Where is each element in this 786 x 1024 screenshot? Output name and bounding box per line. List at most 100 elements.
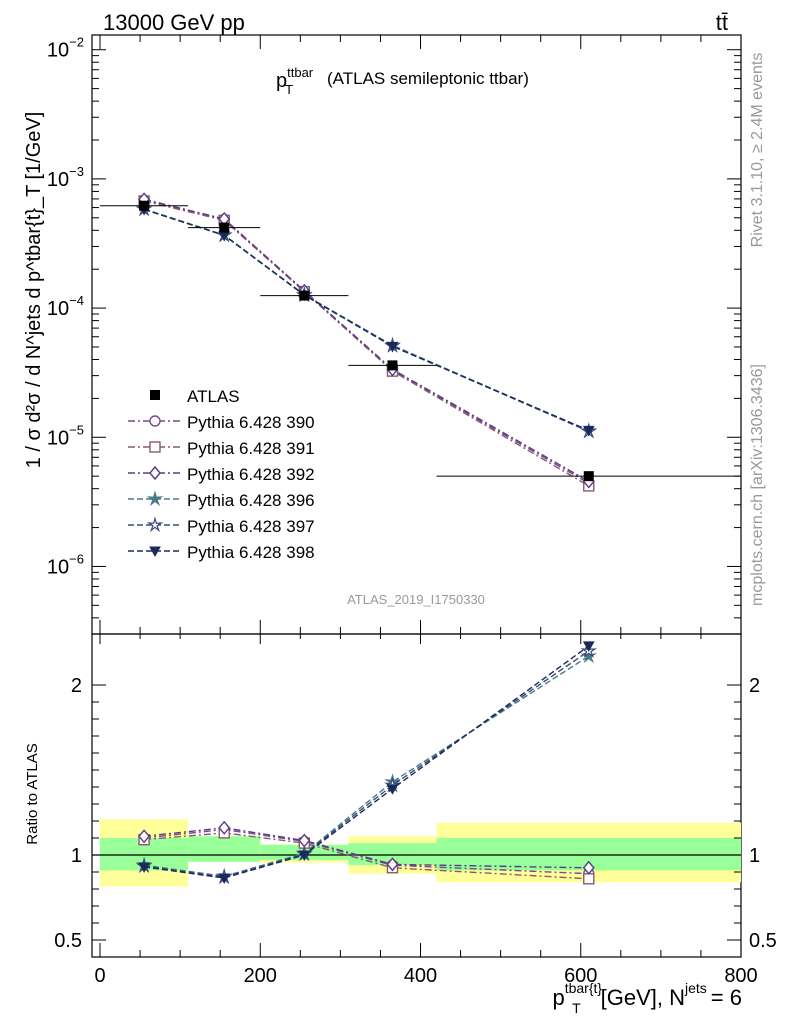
main-series-point xyxy=(582,425,595,437)
legend-marker-shape xyxy=(149,441,161,453)
legend-marker-shape xyxy=(146,490,164,507)
ratio-series-point xyxy=(386,784,399,795)
ratio-panel: 0 200 400 600 800 0.5 0.5 1 1 2 2 xyxy=(54,633,777,987)
ratio-series-point xyxy=(582,641,595,652)
main-ytick-exp: −5 xyxy=(69,422,84,437)
ratio-xlabel: ptbar{t} T [GeV], Njets = 6 xyxy=(552,980,742,1016)
analysis-id-label: ATLAS_2019_I1750330 xyxy=(347,592,485,607)
ratio-series-point-shape xyxy=(218,873,231,884)
main-ytick-base: 10 xyxy=(47,40,69,62)
main-ytick-label: 10−2 xyxy=(47,35,84,62)
legend-marker-shape xyxy=(146,516,164,533)
ratio-series-point xyxy=(298,850,311,862)
ratio-series-point xyxy=(582,860,595,875)
main-series-point xyxy=(386,341,399,353)
ratio-series-point xyxy=(218,820,231,835)
main-ylabel-text: 1 / σ d²σ / d N^jets d p^tbar{t}_T [1/Ge… xyxy=(23,112,45,469)
main-ylabel: 1 / σ d²σ / d N^jets d p^tbar{t}_T [1/Ge… xyxy=(23,112,45,469)
xlabel-sub: T xyxy=(572,1000,581,1016)
legend-label: Pythia 6.428 396 xyxy=(187,491,315,510)
ratio-series-point-shape xyxy=(138,862,150,873)
data-point xyxy=(219,222,230,233)
ratio-ylabel: Ratio to ATLAS xyxy=(24,743,41,844)
ratio-series-point-shape xyxy=(583,873,595,885)
plot-title-sup: ttbar xyxy=(287,65,314,80)
main-ytick-base: 10 xyxy=(47,298,69,320)
legend-marker xyxy=(149,415,161,427)
data-point-shape xyxy=(299,290,310,301)
legend-marker-shape xyxy=(149,465,161,481)
ratio-ytick-label: 2 xyxy=(71,675,82,697)
legend-marker xyxy=(149,546,161,558)
ratio-series-point-shape xyxy=(298,850,311,862)
main-ytick-label: 10−6 xyxy=(47,551,84,578)
ratio-ytick-label-right: 2 xyxy=(749,675,760,697)
legend-marker xyxy=(146,490,164,507)
main-ytick-base: 10 xyxy=(47,169,69,191)
ratio-series-point xyxy=(218,873,231,884)
ratio-series-point-shape xyxy=(582,641,595,652)
legend-label: Pythia 6.428 390 xyxy=(187,413,315,432)
legend-label: Pythia 6.428 397 xyxy=(187,517,315,536)
ratio-frame xyxy=(91,633,742,958)
data-point-shape xyxy=(583,471,594,482)
ratio-series-point-shape xyxy=(138,829,150,844)
data-point-shape xyxy=(219,222,230,233)
main-ytick-exp: −4 xyxy=(69,293,84,308)
main-ytick-base: 10 xyxy=(47,427,69,449)
ratio-xtick-label: 0 xyxy=(94,965,105,987)
ratio-series-point xyxy=(386,857,399,872)
plot-title-sub: T xyxy=(285,82,293,97)
ratio-series-point-shape xyxy=(218,820,231,835)
legend-label: Pythia 6.428 392 xyxy=(187,465,315,484)
xlabel-sup2: jets xyxy=(684,980,707,996)
legend-marker-data-shape xyxy=(150,390,160,400)
ratio-ytick-label: 1 xyxy=(71,845,82,867)
legend-marker xyxy=(146,516,164,533)
main-ytick-exp: −6 xyxy=(69,551,84,566)
ratio-ytick-label: 0.5 xyxy=(54,930,82,952)
main-ytick-base: 10 xyxy=(47,556,69,578)
legend: ATLAS Pythia 6.428 390 Pythia 6.428 391 Pyt… xyxy=(128,387,315,562)
energy-label: 13000 GeV pp xyxy=(103,10,245,35)
rivet-version-label: Rivet 3.1.10, ≥ 2.4M events xyxy=(749,53,766,248)
main-ytick-exp: −3 xyxy=(69,164,84,179)
ratio-series-point xyxy=(583,873,595,885)
plot-title-main: pttbar T xyxy=(276,65,314,97)
legend-marker-shape xyxy=(149,415,161,427)
xlabel-end: = 6 xyxy=(711,985,742,1010)
ratio-series-point xyxy=(138,829,150,844)
ratio-xtick-label: 200 xyxy=(244,965,277,987)
data-point xyxy=(583,471,594,482)
ratio-xtick-label: 600 xyxy=(564,965,597,987)
legend-marker xyxy=(149,465,161,481)
legend-label: Pythia 6.428 398 xyxy=(187,543,315,562)
legend-marker-shape xyxy=(149,546,161,558)
xlabel-sup: tbar{t} xyxy=(565,980,603,996)
data-point xyxy=(387,360,398,371)
ratio-xtick-label: 800 xyxy=(724,965,757,987)
xlabel-rest: [GeV], N xyxy=(601,985,685,1010)
mcplots-label: mcplots.cern.ch [arXiv:1306.3436] xyxy=(749,364,766,606)
legend-marker xyxy=(149,441,161,453)
ratio-series-point-shape xyxy=(386,857,399,872)
main-series-point-shape xyxy=(386,341,399,353)
ratio-ytick-label-right: 0.5 xyxy=(749,930,777,952)
ratio-series-point-shape xyxy=(582,860,595,875)
xlabel-p: p xyxy=(552,985,564,1010)
ratio-series-point xyxy=(138,862,150,873)
process-label: tt̄ xyxy=(716,10,728,35)
data-point xyxy=(299,290,310,301)
main-panel: 10−610−510−410−310−2 xyxy=(47,34,742,635)
main-ytick-label: 10−4 xyxy=(47,293,84,320)
ratio-xtick-label: 400 xyxy=(404,965,437,987)
plot-title-p: p xyxy=(276,70,287,92)
main-ytick-label: 10−3 xyxy=(47,164,84,191)
ratio-band-inner xyxy=(188,836,261,862)
plot-title-rest: (ATLAS semileptonic ttbar) xyxy=(327,69,529,88)
data-point xyxy=(139,200,150,211)
main-ytick-label: 10−5 xyxy=(47,422,84,449)
data-point-shape xyxy=(387,360,398,371)
legend-label: Pythia 6.428 391 xyxy=(187,439,315,458)
